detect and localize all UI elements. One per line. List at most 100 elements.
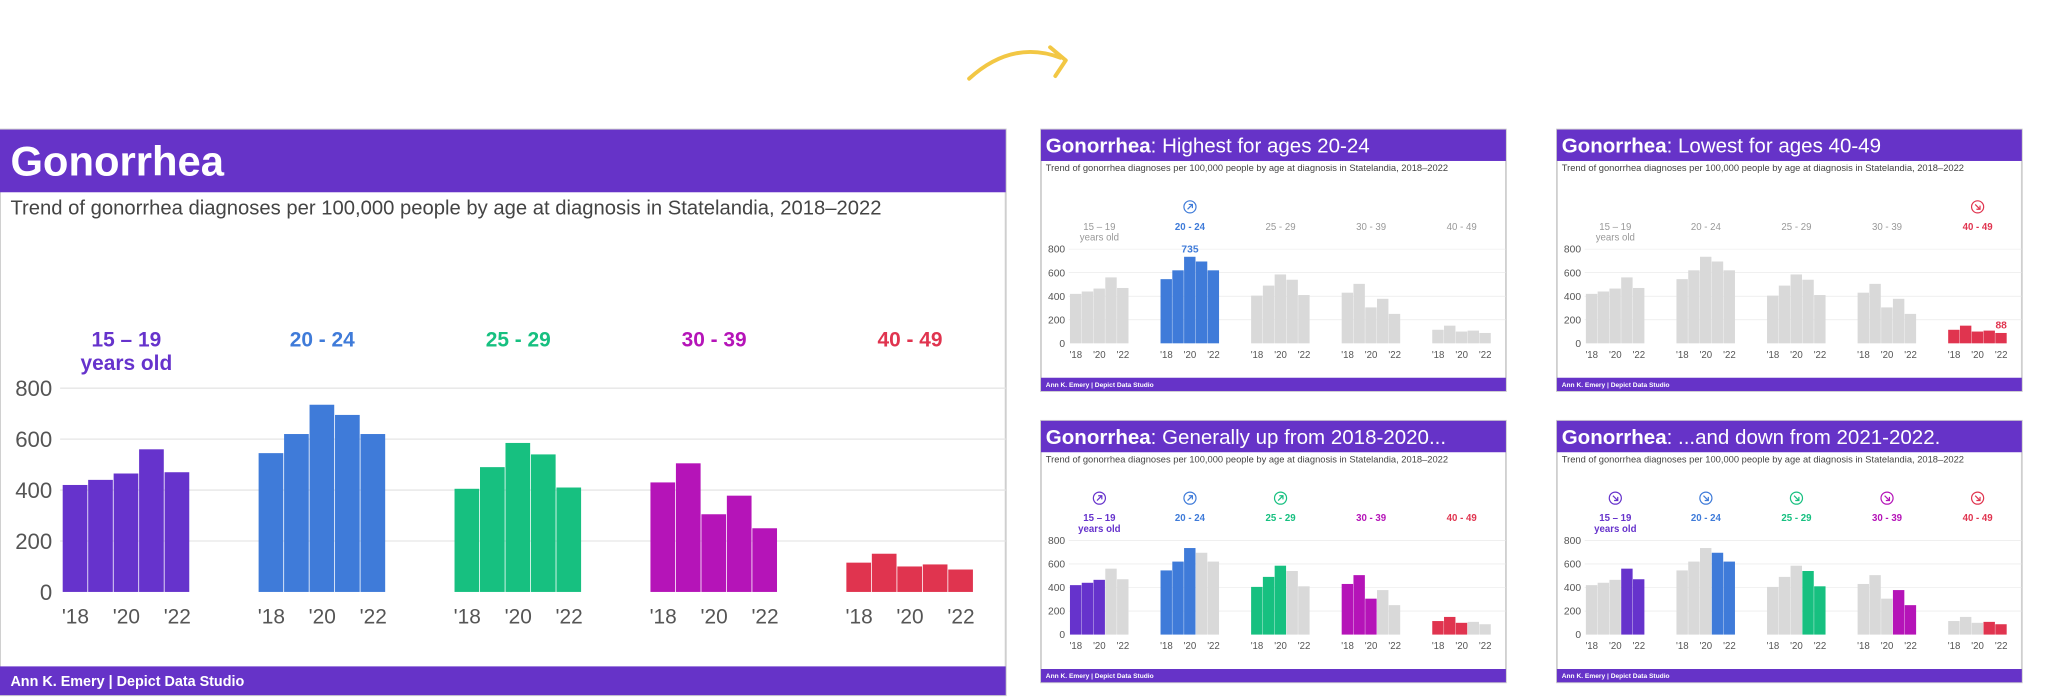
x-tick-label: '18 (1948, 350, 1961, 361)
x-tick-label: '18 (1585, 641, 1598, 652)
bar (1172, 270, 1184, 344)
bar (1676, 570, 1688, 635)
bar (1069, 585, 1082, 635)
group-label: 15 – 19 (92, 328, 162, 351)
bar (1711, 261, 1724, 344)
x-tick-label: '22 (1388, 641, 1401, 652)
bar (1983, 621, 1995, 635)
bar (1904, 313, 1917, 344)
title-bold: Gonorrhea (10, 137, 224, 184)
bar (701, 514, 727, 592)
bar (1881, 598, 1893, 635)
x-tick-label: '22 (1298, 641, 1311, 652)
bar (1585, 293, 1598, 344)
bar (1869, 283, 1881, 344)
group-label: 40 - 49 (1963, 513, 1994, 524)
bar (1948, 329, 1960, 344)
group-label: 30 - 39 (1356, 513, 1387, 524)
group-label: 15 – 19 (1083, 222, 1115, 233)
slides: Gonorrhea Trend of gonorrhea diagnoses pe… (0, 128, 2023, 697)
y-tick-label: 800 (15, 376, 52, 401)
group-label: 25 - 29 (486, 328, 551, 351)
title-band (1556, 129, 2022, 161)
bar (335, 414, 360, 592)
bar (1105, 277, 1117, 344)
arrow-down-right-icon (1789, 491, 1804, 505)
bar (1857, 583, 1870, 635)
group-label-line2: years old (1080, 233, 1119, 244)
x-tick-label: '18 (1585, 350, 1598, 361)
group-label: 40 - 49 (1963, 222, 1994, 233)
bar (1444, 616, 1456, 635)
x-tick-label: '20 (1455, 641, 1468, 652)
bar (675, 463, 701, 592)
x-tick-label: '18 (1948, 641, 1961, 652)
bar (1207, 561, 1220, 635)
bar (1093, 579, 1105, 635)
footer-band (1556, 669, 2022, 683)
x-tick-label: '18 (1160, 350, 1173, 361)
x-tick-label: '22 (1633, 350, 1646, 361)
arrow-down-right-icon (1970, 491, 1985, 505)
bar (1700, 548, 1712, 635)
bar (556, 487, 582, 592)
bar (1688, 270, 1700, 344)
bar (1195, 261, 1208, 344)
x-tick-label: '22 (1995, 350, 2008, 361)
y-tick-label: 0 (1575, 339, 1581, 350)
y-tick-label: 0 (1575, 630, 1581, 641)
y-tick-label: 400 (1564, 583, 1581, 594)
x-tick-label: '20 (1700, 641, 1713, 652)
bar (1172, 561, 1184, 635)
y-tick-label: 800 (1048, 536, 1065, 547)
slide-subtitle: Trend of gonorrhea diagnoses per 100,000… (1562, 455, 1964, 465)
x-tick-label: '20 (1609, 350, 1622, 361)
x-tick-label: '22 (1479, 350, 1492, 361)
x-tick-label: '20 (113, 605, 140, 628)
slide-background (1555, 419, 2023, 684)
group-label: 25 - 29 (1266, 513, 1297, 524)
bar (1995, 624, 2007, 635)
y-tick-label: 600 (1564, 268, 1581, 279)
y-tick-label: 600 (1564, 560, 1581, 571)
x-tick-label: '22 (1995, 641, 2008, 652)
x-tick-label: '22 (1723, 641, 1736, 652)
bar (922, 564, 948, 592)
group-label: 20 - 24 (1691, 222, 1722, 233)
callout-label: 735 (1181, 245, 1198, 256)
y-tick-label: 0 (1059, 630, 1065, 641)
bar (1688, 561, 1700, 635)
title-bold: Gonorrhea (1046, 135, 1151, 158)
bar (897, 566, 922, 592)
title-bold: Gonorrhea (1562, 135, 1667, 158)
y-tick-label: 600 (15, 427, 52, 452)
bar (1802, 279, 1814, 344)
x-tick-label: '18 (454, 605, 481, 628)
bar (1467, 330, 1479, 344)
group-label: 20 - 24 (1175, 222, 1206, 233)
x-tick-label: '20 (1093, 641, 1106, 652)
x-tick-label: '20 (505, 605, 532, 628)
bar (1814, 586, 1826, 635)
x-tick-label: '20 (1365, 350, 1378, 361)
arrow-down-right-icon (1608, 491, 1622, 505)
group-label: 15 – 19 (1083, 513, 1116, 524)
bar (948, 569, 973, 592)
group-label: 20 - 24 (290, 328, 355, 351)
slide-title: Gonorrhea (10, 137, 224, 184)
group-label: 40 - 49 (1447, 513, 1478, 524)
title-band (1040, 420, 1506, 453)
thumbnail-slide: Gonorrhea: ...and down from 2021-2022. Tr… (1555, 419, 2023, 684)
x-tick-label: '22 (751, 605, 778, 628)
x-tick-label: '18 (1070, 350, 1083, 361)
arrow-up-right-icon (1273, 491, 1288, 505)
x-tick-label: '18 (1432, 641, 1445, 652)
footer-credit: Ann K. Emery | Depict Data Studio (1046, 382, 1154, 389)
y-tick-label: 400 (15, 478, 52, 503)
x-tick-label: '20 (1274, 641, 1287, 652)
y-tick-label: 800 (1564, 245, 1581, 256)
bar (1948, 621, 1960, 635)
x-tick-label: '22 (947, 605, 974, 628)
bar (1467, 621, 1479, 635)
